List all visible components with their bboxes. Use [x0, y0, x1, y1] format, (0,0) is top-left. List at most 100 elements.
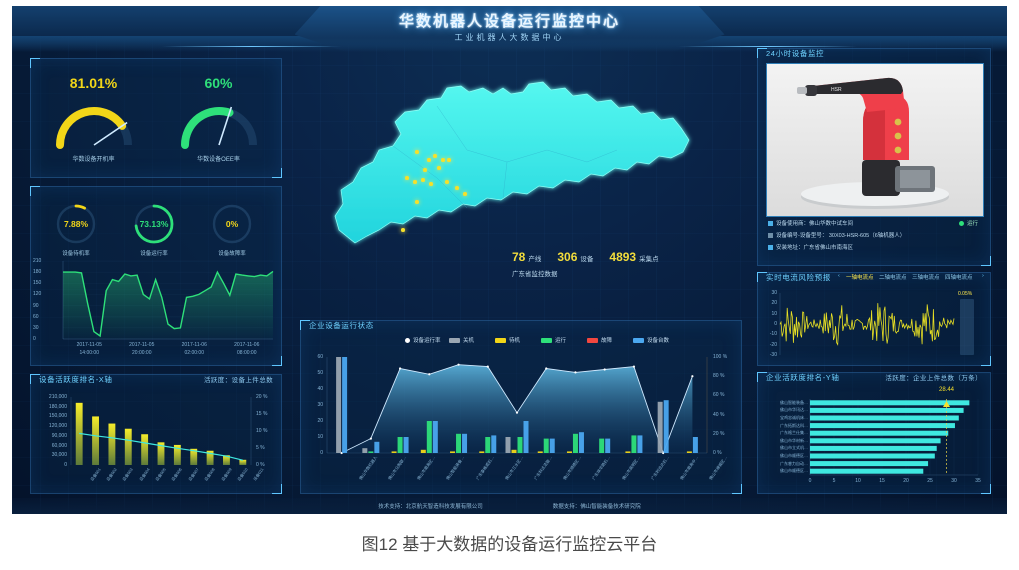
map-location-dot[interactable]	[447, 158, 451, 162]
tag-icon	[768, 233, 773, 239]
legend-label: 设备运行率	[413, 338, 441, 344]
map-stat-unit: 产线	[528, 256, 542, 263]
map-location-dot[interactable]	[401, 228, 405, 232]
page-subtitle: 工业机器人大数据中心	[454, 33, 565, 42]
legend-swatch-icon	[587, 338, 598, 344]
legend-label: 故障	[601, 338, 613, 344]
device-rank-subtitle: 活跃度：设备上件总数	[204, 377, 273, 384]
device-rank-title: 设备活跃度排名-X轴	[39, 375, 113, 384]
map-stats: 78 产线 306 设备 4893 采集点	[512, 248, 675, 266]
map-location-dot[interactable]	[427, 158, 431, 162]
hbar-category-label: 广东睿力自动…	[780, 460, 808, 466]
panel-enterprise-status: 企业设备运行状态 设备运行率 关机 待机 运行 故障 设备台数 0 10 20 30 40 50 60…	[300, 320, 742, 494]
tabs-next-arrow-icon[interactable]: ›	[982, 273, 984, 279]
current-tab-2[interactable]: 三轴电流点	[912, 275, 940, 281]
ring-value: 7.88%	[63, 219, 89, 229]
hbar-category-label: 佛山市华讯达…	[780, 407, 808, 413]
map-location-dot[interactable]	[423, 168, 427, 172]
panel-device-monitor: 24小时设备监控 HSR 设备使用商：佛山华数中试车间 设备编号-设备型号：	[757, 48, 991, 266]
legend-label: 运行	[555, 338, 567, 344]
legend-item-0[interactable]: 设备运行率	[405, 336, 441, 344]
hbar-category-label: 佛山市华材新…	[780, 437, 808, 443]
device-info-row-2: 安装地址：广东省佛山市南海区	[768, 243, 853, 251]
map-location-dot[interactable]	[421, 178, 425, 182]
device-status-badge: 运行	[958, 219, 978, 227]
legend-item-5[interactable]: 设备台数	[633, 336, 669, 344]
current-tab-1[interactable]: 二轴电流点	[879, 275, 907, 281]
map-location-dot[interactable]	[413, 180, 417, 184]
hbar-category-label: 佛山市顺德区…	[780, 468, 808, 474]
legend-item-1[interactable]: 关机	[449, 336, 474, 344]
device-info-text: 设备编号-设备型号： 30X03-HSR-605（6轴机器人）	[776, 233, 906, 239]
map-location-dot[interactable]	[441, 158, 445, 162]
legend-swatch-icon	[541, 338, 552, 344]
hbar-category-label: 宝鸡忠诚机床…	[780, 415, 808, 420]
map-stat-1: 306 设备	[557, 248, 593, 265]
svg-text:HSR: HSR	[831, 87, 842, 93]
map-stat-number: 4893	[609, 250, 637, 264]
map-location-dot[interactable]	[433, 154, 437, 158]
current-tab-0[interactable]: 一轴电流点	[846, 275, 874, 281]
panel-gauges: 81.01% 华数设备开机率 60% 华数设备OEE率	[30, 58, 282, 178]
map-stat-unit: 设备	[580, 256, 594, 263]
location-icon	[768, 245, 773, 251]
legend-swatch-icon	[495, 338, 506, 344]
page-title: 华数机器人设备运行监控中心	[398, 13, 620, 30]
trend-chart: 0 30 60 90 120 150 180 210 2017-11-05 14:00:00 201…	[31, 253, 281, 365]
legend-swatch-icon	[633, 338, 644, 344]
map-location-dot[interactable]	[415, 200, 419, 204]
enterprise-rank-title: 企业活跃度排名-Y轴	[766, 373, 840, 382]
tabs-prev-arrow-icon[interactable]: ‹	[838, 273, 840, 279]
map-location-dot[interactable]	[445, 180, 449, 184]
dashboard-header: 华数机器人设备运行监控中心 工业机器人大数据中心	[12, 6, 1007, 52]
map-stat-0: 78 产线	[512, 248, 541, 265]
map-stats-caption: 广东省监控数据	[512, 271, 558, 278]
current-tab-3[interactable]: 四轴电流点	[945, 275, 973, 281]
map-location-dot[interactable]	[429, 182, 433, 186]
map-location-dot[interactable]	[415, 150, 419, 154]
gauge-value: 60%	[204, 75, 233, 91]
dashboard-root: 华数机器人设备运行监控中心 工业机器人大数据中心 81.01% 华数设备开机率 60…	[12, 6, 1007, 514]
enterprise-status-chart: 0 10 20 30 40 50 60 0 % 20 % 40 % 60 % 80 % 100 % 佛山华…	[317, 354, 729, 481]
map-stat-unit: 采集点	[639, 256, 659, 263]
gauge-label: 华数设备开机率	[72, 157, 115, 163]
ring-label: 设备待机率	[62, 251, 90, 257]
device-rank-chart: 0 30,000 60,000 90,000 120,000 150,000 180,000…	[48, 394, 268, 482]
ring-gauge-0: 7.88%	[53, 201, 99, 247]
legend-item-4[interactable]: 故障	[587, 336, 612, 344]
enterprise-rank-subtitle: 活跃度：企业上件总数（万条）	[885, 375, 982, 382]
map-stat-number: 306	[557, 250, 578, 264]
map-location-dot[interactable]	[437, 166, 441, 170]
status-legend: 设备运行率 关机 待机 运行 故障 设备台数	[301, 336, 741, 348]
ring-value: 0%	[225, 219, 239, 229]
ring-value: 73.13%	[139, 219, 169, 229]
panel-device-activity-rank: 设备活跃度排名-X轴 活跃度：设备上件总数 0 30,000 60,000 90,00…	[30, 374, 282, 494]
map-location-dot[interactable]	[405, 176, 409, 180]
hbar-category-label: 广东拓斯达科…	[780, 422, 808, 428]
header-center-plate: 华数机器人设备运行监控中心 工业机器人大数据中心	[294, 6, 725, 52]
legend-label: 设备台数	[647, 338, 670, 344]
legend-item-2[interactable]: 待机	[495, 336, 520, 344]
ring-label: 设备故障率	[218, 251, 246, 257]
hbar-category-label: 佛山市立式机…	[780, 445, 808, 451]
gauge-label: 华数设备OEE率	[197, 157, 240, 163]
device-info-text: 设备使用商：佛山华数中试车间	[776, 221, 854, 227]
map-location-dot[interactable]	[455, 186, 459, 190]
panel-rings-trend: 7.88% 设备待机率 73.13% 设备运行率 0% 设备故障率 0 30 60 90 120 1…	[30, 186, 282, 366]
ring-gauge-1: 73.13%	[131, 201, 177, 247]
gauge-0: 81.01% 华数设备开机率	[31, 59, 156, 177]
legend-item-3[interactable]: 运行	[541, 336, 566, 344]
gauge-value: 81.01%	[69, 75, 118, 91]
map-location-dot[interactable]	[463, 192, 467, 196]
monitor-title: 24小时设备监控	[766, 49, 825, 58]
legend-label: 关机	[463, 338, 475, 344]
gauge-arc	[46, 95, 142, 149]
device-info-row-1: 设备编号-设备型号： 30X03-HSR-605（6轴机器人）	[768, 231, 905, 239]
figure-caption: 图12 基于大数据的设备运行监控云平台	[361, 535, 658, 554]
map-panel: 78 产线 306 设备 4893 采集点 广东省监控数据	[297, 58, 747, 308]
building-icon	[768, 221, 773, 227]
guangdong-map-svg[interactable]	[297, 58, 747, 268]
ring-gauge-2: 0%	[209, 201, 255, 247]
robot-photo[interactable]: HSR	[766, 63, 984, 217]
status-dot-icon	[958, 221, 964, 227]
